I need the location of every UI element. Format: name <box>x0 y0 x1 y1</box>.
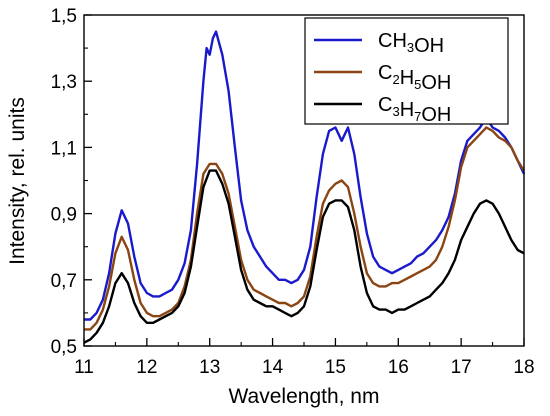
y-tick-label-4: 1,3 <box>51 72 77 93</box>
legend-label-3: C3H7OH <box>378 94 451 126</box>
y-tick-label-3: 1,1 <box>51 138 77 159</box>
x-tick-label-7: 18 <box>513 357 534 378</box>
y-axis-title: Intensity, rel. units <box>6 97 29 265</box>
x-tick-label-3: 14 <box>262 357 284 378</box>
legend-label-1: CH3OH <box>378 30 444 57</box>
series-line-2 <box>84 126 526 331</box>
axis-ticks: 11 12 13 14 15 16 17 18 0,5 0,7 0,9 1,1 1,3 1,5 <box>51 6 535 378</box>
series-layer <box>83 30 526 344</box>
x-tick-label-6: 17 <box>451 357 472 378</box>
series-line-1 <box>84 30 526 321</box>
x-tick-label-2: 13 <box>199 357 220 378</box>
x-tick-label-4: 15 <box>325 357 346 378</box>
x-axis-title: Wavelength, nm <box>229 385 380 408</box>
series-line-3 <box>83 169 525 344</box>
y-tick-label-0: 0,5 <box>51 337 77 358</box>
x-tick-label-5: 16 <box>388 357 409 378</box>
x-tick-label-1: 12 <box>136 357 157 378</box>
y-tick-label-5: 1,5 <box>51 6 77 27</box>
legend-label-2: C2H5OH <box>378 62 451 94</box>
y-tick-label-1: 0,7 <box>51 271 77 292</box>
y-tick-label-2: 0,9 <box>51 205 77 226</box>
x-tick-label-0: 11 <box>74 357 94 378</box>
